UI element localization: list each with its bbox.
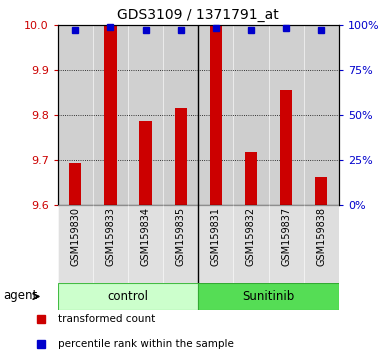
Text: GSM159834: GSM159834 — [141, 207, 151, 266]
Bar — [163, 25, 198, 205]
Text: percentile rank within the sample: percentile rank within the sample — [58, 339, 234, 349]
Title: GDS3109 / 1371791_at: GDS3109 / 1371791_at — [117, 8, 279, 22]
Bar — [93, 25, 128, 205]
Text: GSM159831: GSM159831 — [211, 207, 221, 266]
Bar — [58, 205, 93, 283]
Text: GSM159830: GSM159830 — [70, 207, 80, 266]
Bar — [58, 283, 198, 310]
Bar — [174, 108, 187, 205]
Text: agent: agent — [3, 289, 37, 302]
Bar — [233, 205, 269, 283]
Bar — [163, 205, 198, 283]
Bar — [128, 205, 163, 283]
Text: GSM159832: GSM159832 — [246, 207, 256, 266]
Text: transformed count: transformed count — [58, 314, 156, 325]
Bar — [198, 283, 339, 310]
Bar — [233, 25, 269, 205]
Text: Sunitinib: Sunitinib — [243, 290, 295, 303]
Bar — [304, 205, 339, 283]
Bar — [104, 26, 117, 205]
Bar — [269, 205, 304, 283]
Bar — [269, 25, 304, 205]
Bar — [93, 205, 128, 283]
Bar — [245, 152, 257, 205]
Bar — [139, 121, 152, 205]
Bar — [315, 177, 327, 205]
Text: control: control — [107, 290, 149, 303]
Bar — [198, 205, 233, 283]
Bar — [128, 25, 163, 205]
Bar — [210, 25, 222, 205]
Text: GSM159833: GSM159833 — [105, 207, 116, 266]
Text: GSM159838: GSM159838 — [316, 207, 326, 266]
Bar — [198, 25, 233, 205]
Text: GSM159837: GSM159837 — [281, 207, 291, 266]
Bar — [69, 163, 82, 205]
Bar — [280, 90, 292, 205]
Bar — [304, 25, 339, 205]
Text: GSM159835: GSM159835 — [176, 207, 186, 266]
Bar — [58, 25, 93, 205]
